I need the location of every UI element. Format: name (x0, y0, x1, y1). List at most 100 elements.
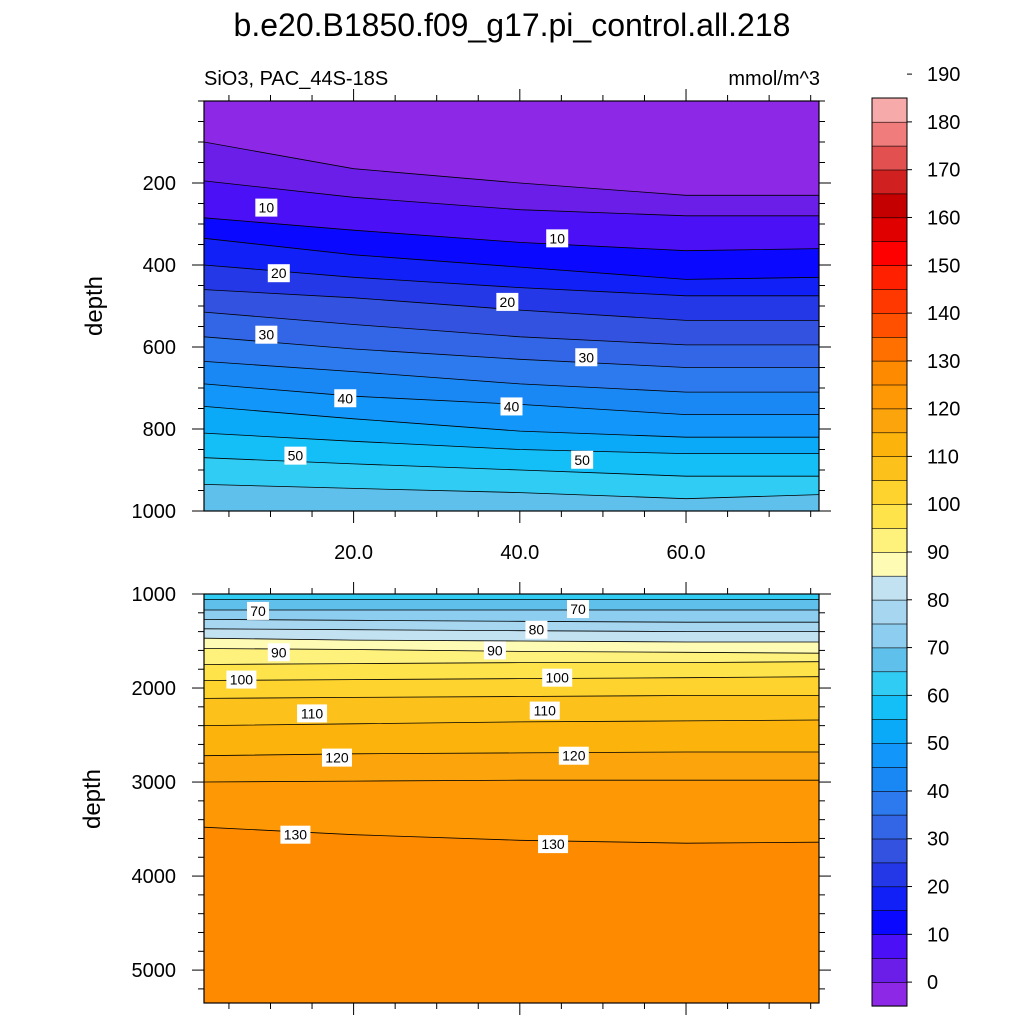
upper-contour-line (204, 361, 819, 393)
colorbar-label: 140 (927, 303, 960, 325)
y-tick-label: 1000 (132, 501, 177, 523)
colorbar-label: 100 (927, 494, 960, 516)
colorbar-label: 50 (927, 733, 949, 755)
colorbar-label: 90 (927, 542, 949, 564)
colorbar-swatch (871, 264, 908, 290)
contour-label: 100 (546, 670, 570, 686)
contour-label: 100 (230, 672, 254, 688)
colorbar-swatch (871, 384, 908, 410)
colorbar-swatch (871, 479, 908, 505)
contour-label: 30 (579, 349, 595, 365)
colorbar-label: 150 (927, 255, 960, 277)
colorbar-label: 10 (927, 924, 949, 946)
contour-label: 20 (271, 265, 287, 281)
upper-contour-band (204, 484, 819, 511)
contour-label: 50 (288, 448, 304, 464)
colorbar-swatch (871, 169, 908, 195)
colorbar-swatch (871, 145, 908, 171)
colorbar-label: 190 (927, 64, 960, 86)
lower-contour-line (204, 619, 819, 623)
contour-label-box (529, 701, 560, 720)
contour-label-box (525, 620, 548, 639)
y-tick-label: 600 (143, 337, 176, 359)
colorbar-swatch (871, 288, 908, 314)
colorbar-label: 110 (927, 446, 959, 468)
colorbar-label: 0 (927, 972, 938, 994)
contour-label-box (280, 825, 311, 844)
contour-label-box (321, 748, 352, 767)
variable-region-label: SiO3, PAC_44S-18S (204, 68, 388, 90)
colorbar-swatch (871, 886, 908, 912)
contour-label: 90 (487, 642, 503, 658)
lower-contour-line (204, 779, 819, 783)
colorbar-swatch (871, 623, 908, 649)
lower-contour-line (204, 628, 819, 632)
colorbar-swatch (871, 336, 908, 362)
colorbar-swatch (871, 527, 908, 553)
upper-contour-line (204, 406, 819, 438)
upper-contour-line (204, 141, 819, 196)
colorbar-swatch (871, 742, 908, 768)
upper-contour-line (204, 237, 819, 280)
colorbar-swatch (871, 981, 908, 1007)
y-tick-label: 3000 (132, 772, 177, 794)
colorbar-label: 170 (927, 160, 960, 182)
colorbar-swatch (871, 241, 908, 266)
contour-label-box (267, 643, 290, 662)
contour-label-box (255, 198, 278, 217)
colorbar-swatch (871, 121, 908, 147)
colorbar-swatch (871, 838, 908, 864)
colorbar-swatch (871, 647, 908, 673)
colorbar-swatch (871, 910, 908, 935)
contour-label: 50 (574, 452, 590, 468)
contour-label: 110 (301, 705, 324, 721)
y-tick-label: 2000 (132, 678, 177, 700)
colorbar-label: 30 (927, 829, 949, 851)
upper-contour-line (204, 311, 819, 346)
colorbar-swatch (871, 575, 908, 601)
colorbar-swatch (871, 312, 908, 338)
contour-label: 40 (504, 398, 520, 414)
contour-label: 10 (549, 230, 565, 246)
colorbar-swatch (871, 503, 908, 529)
contour-label: 70 (570, 601, 586, 617)
colorbar-swatch (871, 718, 908, 744)
upper-contour-line (204, 432, 819, 455)
contour-label-box (284, 446, 307, 465)
contour-label: 130 (284, 827, 308, 843)
contour-label: 90 (271, 644, 287, 660)
upper-panel: 10 10 20 20 30 30 40 40 50 50 200 400 600 800 1000 20.0… (132, 89, 831, 564)
colorbar-swatch (871, 408, 908, 434)
colorbar-label: 120 (927, 399, 960, 421)
colorbar-label: 80 (927, 590, 949, 612)
colorbar-label: 60 (927, 685, 949, 707)
upper-contour-line (204, 217, 819, 252)
y-tick-label: 5000 (132, 960, 177, 982)
contour-label-box (538, 835, 569, 854)
colorbar-swatch (871, 814, 908, 840)
colorbar-label: 130 (927, 351, 960, 373)
colorbar-swatch (871, 695, 908, 720)
x-tick-label: 60.0 (667, 542, 706, 564)
units-label: mmol/m^3 (728, 68, 820, 90)
contour-label: 20 (500, 294, 516, 310)
upper-contour-line (204, 484, 819, 500)
contour-label: 130 (541, 836, 565, 852)
colorbar-swatch (871, 360, 908, 386)
contour-label-box (571, 450, 594, 469)
y-tick-label: 400 (143, 255, 176, 277)
colorbar-label: 160 (927, 207, 960, 229)
y-tick-label: 1000 (132, 584, 177, 606)
contour-label: 120 (325, 750, 349, 766)
colorbar-swatch (871, 862, 908, 888)
colorbar-swatch (871, 790, 908, 816)
contour-label-box (226, 670, 257, 689)
contour-label-box (267, 264, 290, 283)
contour-label-box (483, 641, 506, 660)
contour-label: 40 (337, 390, 353, 406)
lower-frame (203, 593, 820, 1004)
colorbar-swatch (871, 671, 908, 697)
contour-label-box (546, 229, 569, 248)
colorbar-swatch (871, 193, 908, 219)
